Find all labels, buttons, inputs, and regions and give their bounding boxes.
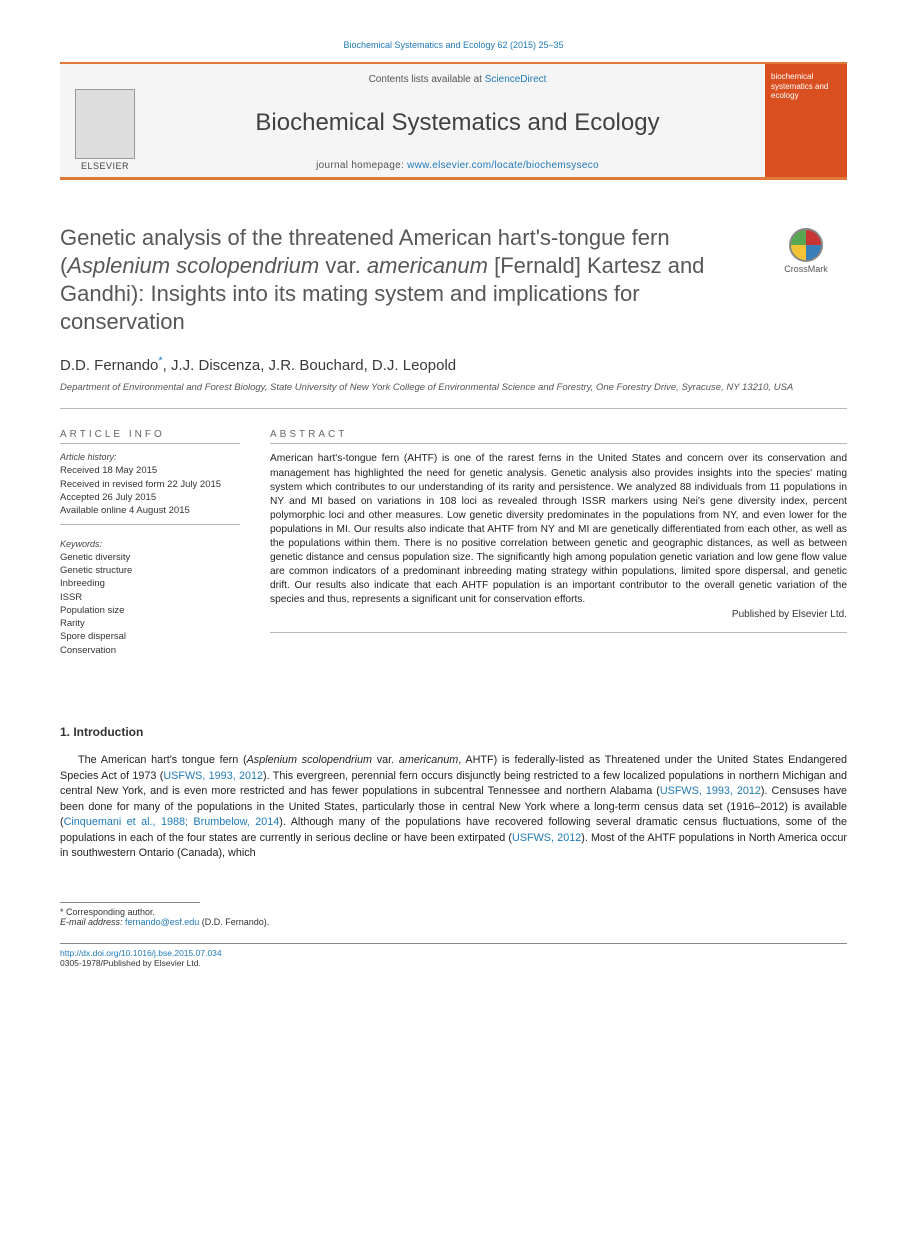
footnote-email-label: E-mail address: — [60, 917, 123, 927]
crossmark-badge[interactable]: CrossMark — [765, 228, 847, 274]
footnote-email-suffix: (D.D. Fernando). — [202, 917, 270, 927]
keyword-4: ISSR — [60, 591, 240, 604]
homepage-line: journal homepage: www.elsevier.com/locat… — [316, 160, 599, 171]
title-italic-2: americanum — [367, 253, 488, 278]
keyword-5: Population size — [60, 604, 240, 617]
footnote-email-line: E-mail address: fernando@esf.edu (D.D. F… — [60, 917, 847, 927]
author-list: D.D. Fernando*, J.J. Discenza, J.R. Bouc… — [60, 355, 847, 374]
article-title: Genetic analysis of the threatened Ameri… — [60, 224, 730, 337]
keyword-6: Rarity — [60, 617, 240, 630]
history-online: Available online 4 August 2015 — [60, 504, 240, 517]
contents-available-line: Contents lists available at ScienceDirec… — [369, 74, 547, 85]
contents-prefix: Contents lists available at — [369, 74, 485, 85]
abstract-column: ABSTRACT American hart's-tongue fern (AH… — [270, 429, 847, 657]
keyword-7: Spore dispersal — [60, 630, 240, 643]
intro-seg-c: var. — [372, 754, 399, 766]
crossmark-label: CrossMark — [784, 264, 828, 274]
author-rest: , J.J. Discenza, J.R. Bouchard, D.J. Leo… — [163, 357, 456, 374]
affiliation: Department of Environmental and Forest B… — [60, 382, 847, 395]
intro-paragraph-1: The American hart's tongue fern (Aspleni… — [60, 753, 847, 862]
section-heading-intro: 1. Introduction — [60, 725, 847, 739]
homepage-url-link[interactable]: www.elsevier.com/locate/biochemsyseco — [407, 160, 599, 171]
doi-link[interactable]: http://dx.doi.org/10.1016/j.bse.2015.07.… — [60, 948, 222, 958]
elsevier-label: ELSEVIER — [81, 161, 129, 171]
history-revised: Received in revised form 22 July 2015 — [60, 478, 240, 491]
title-seg-2: var. — [319, 253, 367, 278]
keywords-label: Keywords: — [60, 539, 240, 549]
intro-italic-1: Asplenium scolopendrium — [247, 754, 372, 766]
keyword-1: Genetic diversity — [60, 551, 240, 564]
banner-center: Contents lists available at ScienceDirec… — [150, 64, 765, 177]
divider-above-info — [60, 408, 847, 409]
intro-seg-a: The American hart's tongue fern ( — [78, 754, 247, 766]
intro-ref-link-4[interactable]: USFWS, 2012 — [512, 832, 581, 844]
keyword-3: Inbreeding — [60, 577, 240, 590]
footnote-email-link[interactable]: fernando@esf.edu — [125, 917, 199, 927]
title-italic-1: Asplenium scolopendrium — [67, 253, 319, 278]
keyword-2: Genetic structure — [60, 564, 240, 577]
author-1: D.D. Fernando — [60, 357, 158, 374]
elsevier-tree-icon — [75, 89, 135, 159]
history-received: Received 18 May 2015 — [60, 464, 240, 477]
abstract-heading: ABSTRACT — [270, 429, 847, 444]
footnote-rule — [60, 902, 200, 903]
journal-cover-thumbnail[interactable]: biochemical systematics and ecology — [765, 64, 847, 177]
crossmark-icon — [789, 228, 823, 262]
top-citation: Biochemical Systematics and Ecology 62 (… — [60, 40, 847, 50]
journal-name: Biochemical Systematics and Ecology — [255, 109, 659, 137]
abstract-text: American hart's-tongue fern (AHTF) is on… — [270, 452, 847, 607]
elsevier-logo[interactable]: ELSEVIER — [60, 64, 150, 177]
sciencedirect-link[interactable]: ScienceDirect — [485, 74, 547, 85]
intro-ref-link-2[interactable]: USFWS, 1993, 2012 — [660, 785, 761, 797]
homepage-prefix: journal homepage: — [316, 160, 407, 171]
abstract-publisher: Published by Elsevier Ltd. — [270, 609, 847, 620]
intro-ref-link-3[interactable]: Cinquemani et al., 1988; Brumbelow, 2014 — [64, 816, 280, 828]
doi-block: http://dx.doi.org/10.1016/j.bse.2015.07.… — [60, 943, 847, 968]
article-info-column: ARTICLE INFO Article history: Received 1… — [60, 429, 240, 657]
intro-italic-2: americanum — [399, 754, 458, 766]
article-info-heading: ARTICLE INFO — [60, 429, 240, 444]
divider-abstract-bottom — [270, 632, 847, 633]
history-accepted: Accepted 26 July 2015 — [60, 491, 240, 504]
history-label: Article history: — [60, 452, 240, 462]
issn-line: 0305-1978/Published by Elsevier Ltd. — [60, 958, 201, 968]
journal-banner: ELSEVIER Contents lists available at Sci… — [60, 62, 847, 180]
keyword-8: Conservation — [60, 644, 240, 657]
intro-ref-link-1[interactable]: USFWS, 1993, 2012 — [163, 770, 263, 782]
footnote-corresponding: * Corresponding author. — [60, 907, 847, 917]
